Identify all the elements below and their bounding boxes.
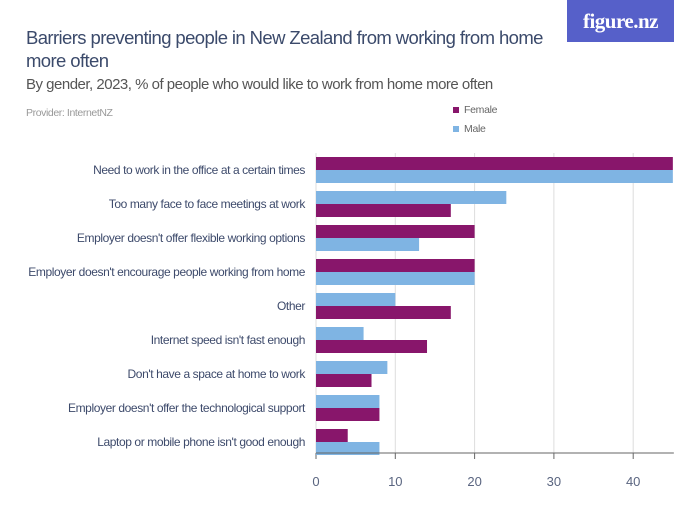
legend-label-female: Female <box>464 104 498 116</box>
bar-male <box>316 442 380 455</box>
x-tick-label: 30 <box>547 474 561 489</box>
bar-male <box>316 361 388 374</box>
bar-female <box>316 340 428 353</box>
bar-female <box>316 259 475 272</box>
bar-female <box>316 408 380 421</box>
legend-item-female: Female <box>453 104 498 116</box>
category-label: Internet speed isn't fast enough <box>151 333 305 347</box>
x-tick-label: 40 <box>626 474 640 489</box>
bar-male <box>316 293 396 306</box>
x-tick-label: 0 <box>312 474 319 489</box>
category-label: Other <box>277 299 305 313</box>
category-label: Too many face to face meetings at work <box>109 197 307 211</box>
bar-female <box>316 157 673 170</box>
bar-female <box>316 204 451 217</box>
figure-nz-logo[interactable]: figure.nz <box>567 0 674 42</box>
legend-swatch-male <box>453 126 459 132</box>
category-label: Need to work in the office at a certain … <box>93 163 305 177</box>
legend-item-male: Male <box>453 123 486 135</box>
bar-male <box>316 191 507 204</box>
bar-male <box>316 395 380 408</box>
bar-female <box>316 374 372 387</box>
chart-subtitle: By gender, 2023, % of people who would l… <box>26 76 493 93</box>
x-tick-label: 10 <box>388 474 402 489</box>
category-label: Laptop or mobile phone isn't good enough <box>97 435 305 449</box>
x-tick-label: 20 <box>467 474 481 489</box>
bar-male <box>316 238 420 251</box>
bar-female <box>316 429 348 442</box>
category-label: Employer doesn't offer flexible working … <box>77 231 305 245</box>
bar-female <box>316 225 475 238</box>
bar-male <box>316 272 475 285</box>
bar-male <box>316 327 364 340</box>
category-label: Employer doesn't encourage people workin… <box>28 265 305 279</box>
bar-female <box>316 306 451 319</box>
bar-male <box>316 170 673 183</box>
chart-title: Barriers preventing people in New Zealan… <box>26 27 543 71</box>
category-label: Don't have a space at home to work <box>128 367 307 381</box>
legend-swatch-female <box>453 107 459 113</box>
legend-label-male: Male <box>464 123 486 135</box>
category-label: Employer doesn't offer the technological… <box>68 401 306 415</box>
provider-label: Provider: InternetNZ <box>26 107 113 119</box>
